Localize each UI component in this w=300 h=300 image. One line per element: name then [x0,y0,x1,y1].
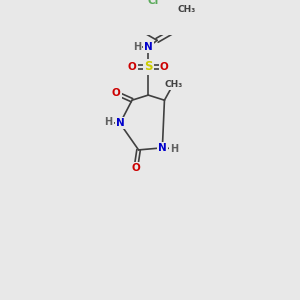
Text: N: N [158,143,167,153]
Text: S: S [144,60,152,73]
Text: CH₃: CH₃ [164,80,182,89]
Text: N: N [144,42,153,52]
Text: O: O [112,88,121,98]
Text: CH₃: CH₃ [178,5,196,14]
Text: Cl: Cl [148,0,159,6]
Text: H: H [104,118,112,128]
Text: H: H [133,42,141,52]
Text: O: O [160,62,169,72]
Text: O: O [128,62,137,72]
Text: O: O [131,163,140,172]
Text: N: N [116,118,124,128]
Text: H: H [170,144,178,154]
